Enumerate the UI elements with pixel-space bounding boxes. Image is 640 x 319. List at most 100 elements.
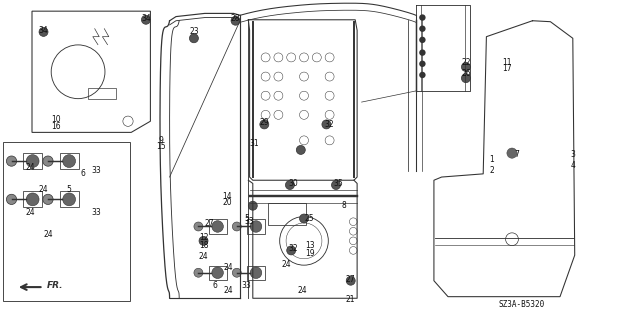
Bar: [60, 191, 79, 207]
Circle shape: [248, 201, 257, 210]
Text: 11: 11: [502, 58, 511, 67]
Bar: [247, 219, 265, 234]
Circle shape: [419, 37, 426, 43]
Circle shape: [231, 16, 240, 25]
Text: 33: 33: [241, 281, 252, 290]
Circle shape: [287, 246, 296, 255]
Text: 10: 10: [51, 115, 61, 124]
Circle shape: [232, 268, 241, 277]
Text: 14: 14: [222, 192, 232, 201]
Circle shape: [250, 267, 262, 278]
Circle shape: [300, 214, 308, 223]
Text: 25: 25: [304, 214, 314, 223]
Text: 24: 24: [26, 208, 36, 217]
Text: 24: 24: [223, 286, 233, 295]
Circle shape: [194, 222, 203, 231]
Circle shape: [250, 221, 262, 232]
Text: 24: 24: [282, 260, 292, 269]
Text: 24: 24: [297, 286, 307, 295]
Circle shape: [63, 193, 76, 206]
Text: 31: 31: [249, 139, 259, 148]
Bar: [23, 153, 42, 169]
Text: 27: 27: [346, 275, 356, 284]
Circle shape: [296, 145, 305, 154]
Text: 35: 35: [333, 179, 343, 188]
Bar: [247, 266, 265, 280]
Text: 21: 21: [346, 295, 355, 304]
Circle shape: [26, 155, 39, 167]
Bar: [209, 266, 227, 280]
Circle shape: [26, 193, 39, 206]
Text: 28: 28: [231, 14, 240, 23]
Text: 32: 32: [324, 120, 334, 129]
Text: 24: 24: [223, 263, 233, 272]
Text: 18: 18: [199, 241, 208, 250]
Text: 27: 27: [204, 219, 214, 228]
Text: 34: 34: [38, 26, 49, 35]
Text: 33: 33: [244, 217, 255, 226]
Circle shape: [39, 27, 48, 36]
Text: 29: 29: [259, 118, 269, 127]
Text: 2: 2: [489, 166, 494, 175]
Text: FR.: FR.: [47, 281, 63, 290]
Text: 13: 13: [305, 241, 315, 250]
Text: 7: 7: [515, 150, 520, 159]
Text: 22: 22: [461, 58, 470, 67]
Text: 3: 3: [570, 150, 575, 159]
Circle shape: [63, 155, 76, 167]
Bar: [88, 88, 116, 99]
Bar: [3, 142, 130, 301]
Circle shape: [189, 34, 198, 43]
Text: 32: 32: [288, 244, 298, 253]
Text: 17: 17: [502, 64, 512, 73]
Text: 30: 30: [288, 179, 298, 188]
Bar: [23, 191, 42, 207]
Circle shape: [507, 148, 517, 158]
Text: 6: 6: [212, 281, 218, 290]
Circle shape: [346, 276, 355, 285]
Circle shape: [419, 14, 426, 21]
Circle shape: [141, 15, 150, 24]
Circle shape: [332, 181, 340, 189]
Text: 33: 33: [91, 208, 101, 217]
Circle shape: [6, 194, 17, 204]
Text: 1: 1: [489, 155, 494, 164]
Text: 34: 34: [141, 14, 151, 23]
Circle shape: [419, 26, 426, 32]
Circle shape: [232, 222, 241, 231]
Circle shape: [194, 268, 203, 277]
Text: 33: 33: [91, 166, 101, 175]
Bar: [268, 203, 306, 225]
Text: 9: 9: [159, 136, 164, 145]
Text: 4: 4: [570, 161, 575, 170]
Text: 15: 15: [156, 142, 166, 151]
Text: 5: 5: [244, 214, 250, 223]
Text: 6: 6: [81, 169, 86, 178]
Circle shape: [43, 156, 53, 166]
Text: 20: 20: [222, 198, 232, 207]
Circle shape: [419, 72, 426, 78]
Text: 16: 16: [51, 122, 61, 130]
Circle shape: [199, 236, 208, 245]
Circle shape: [285, 181, 294, 189]
Circle shape: [461, 63, 470, 71]
Circle shape: [322, 120, 331, 129]
Bar: [60, 153, 79, 169]
Circle shape: [212, 221, 223, 232]
Circle shape: [419, 61, 426, 67]
Bar: [209, 219, 227, 234]
Text: 24: 24: [38, 185, 49, 194]
Circle shape: [419, 49, 426, 56]
Circle shape: [461, 74, 470, 83]
Text: 12: 12: [199, 233, 208, 242]
Text: 8: 8: [342, 201, 347, 210]
Circle shape: [6, 156, 17, 166]
Text: 19: 19: [305, 249, 315, 258]
Circle shape: [260, 120, 269, 129]
Text: 5: 5: [67, 185, 72, 194]
Circle shape: [212, 267, 223, 278]
Text: 23: 23: [189, 27, 199, 36]
Text: 24: 24: [26, 163, 36, 172]
Text: 26: 26: [461, 69, 471, 78]
Text: SZ3A-B5320: SZ3A-B5320: [499, 300, 545, 309]
